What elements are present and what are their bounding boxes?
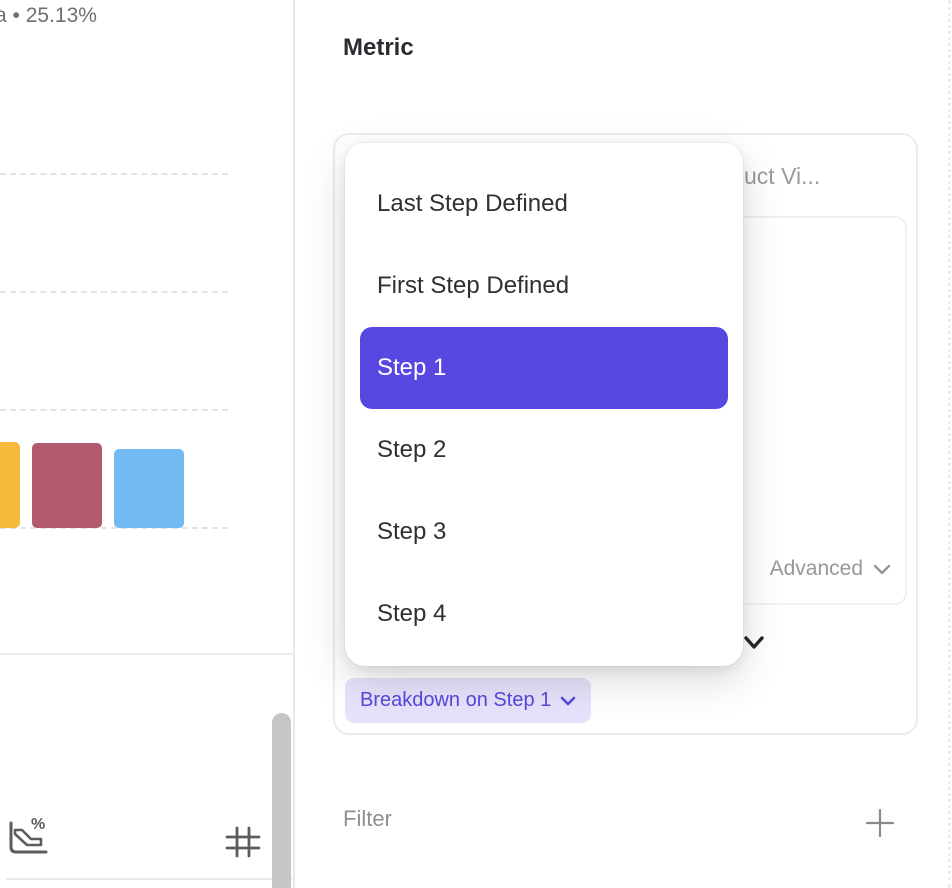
series-legend-label: a • 25.13%	[0, 4, 97, 27]
dropdown-option-step-4[interactable]: Step 4	[377, 600, 447, 627]
chart-panel: a • 25.13% %	[0, 0, 293, 888]
advanced-toggle[interactable]: Advanced	[770, 557, 891, 581]
chevron-down-icon	[873, 564, 891, 574]
dropdown-option-step-3[interactable]: Step 3	[377, 518, 447, 545]
funnel-trend-percent-icon[interactable]: %	[5, 816, 51, 860]
svg-text:%: %	[31, 816, 45, 833]
add-filter-button[interactable]	[864, 807, 896, 839]
bar-group	[0, 442, 208, 528]
chevron-down-icon	[560, 696, 576, 705]
gridline	[0, 409, 228, 411]
panel-bottom-divider	[6, 878, 292, 880]
event-name-label[interactable]: uct Vi...	[744, 163, 821, 189]
collapse-chevron-down-icon[interactable]	[743, 635, 765, 651]
bar-segment-1[interactable]	[0, 442, 20, 528]
gridline	[0, 173, 228, 175]
section-title: Metric	[343, 34, 414, 61]
dropdown-option-last-step-defined[interactable]: Last Step Defined	[377, 190, 568, 217]
filter-section-label: Filter	[343, 806, 392, 831]
step-select-dropdown: Last Step Defined First Step Defined Ste…	[345, 143, 743, 666]
grid-hash-icon[interactable]	[225, 826, 261, 858]
advanced-label: Advanced	[769, 557, 863, 580]
gridline	[0, 291, 228, 293]
breakdown-chip-label: Breakdown on Step 1	[360, 689, 552, 711]
bar-segment-2[interactable]	[32, 443, 102, 528]
bar-segment-3[interactable]	[114, 449, 184, 528]
dropdown-option-step-2[interactable]: Step 2	[377, 436, 447, 463]
dropdown-option-step-1-selected[interactable]: Step 1	[360, 327, 728, 409]
page-right-edge	[948, 0, 951, 888]
breakdown-chip[interactable]: Breakdown on Step 1	[345, 678, 592, 723]
vertical-scrollbar[interactable]	[272, 713, 291, 888]
dropdown-option-first-step-defined[interactable]: First Step Defined	[377, 272, 570, 299]
section-divider	[0, 653, 293, 655]
plus-icon	[866, 809, 894, 837]
panel-divider	[293, 0, 295, 888]
gridline	[0, 527, 228, 529]
